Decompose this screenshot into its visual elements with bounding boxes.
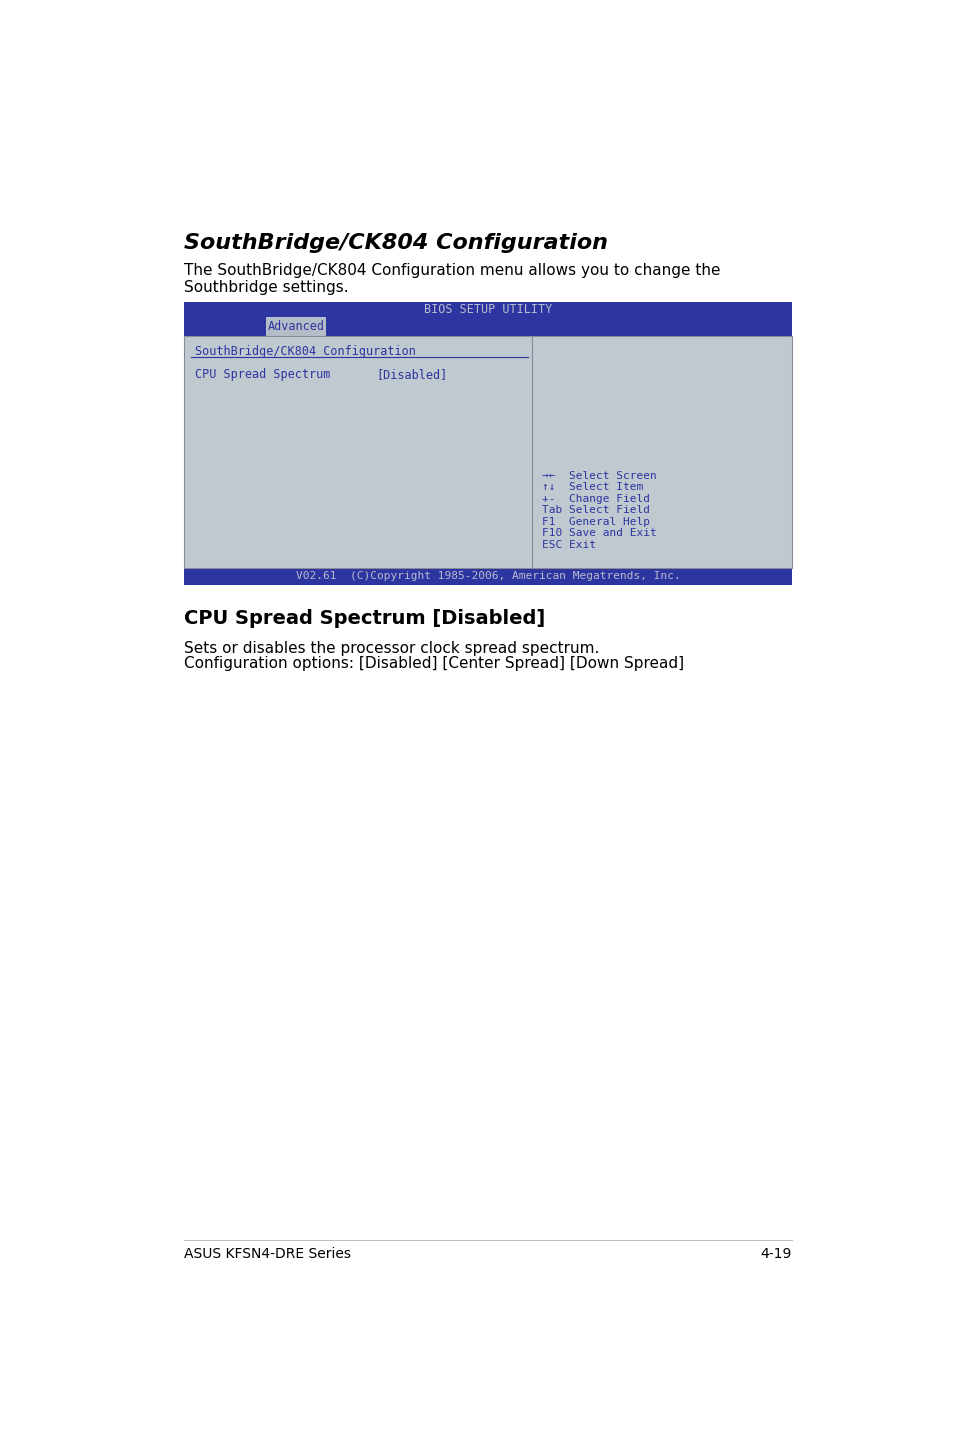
Text: SouthBridge/CK804 Configuration: SouthBridge/CK804 Configuration [195, 345, 416, 358]
Text: ESC Exit: ESC Exit [542, 539, 596, 549]
Text: F10 Save and Exit: F10 Save and Exit [542, 528, 657, 538]
Bar [184, 336, 791, 568]
Bar [184, 318, 791, 336]
Text: The SouthBridge/CK804 Configuration menu allows you to change the: The SouthBridge/CK804 Configuration menu… [184, 263, 720, 279]
Text: Sets or disables the processor clock spread spectrum.: Sets or disables the processor clock spr… [184, 641, 599, 656]
Text: CPU Spread Spectrum: CPU Spread Spectrum [195, 368, 331, 381]
Text: Tab Select Field: Tab Select Field [542, 505, 650, 515]
Text: →←  Select Screen: →← Select Screen [542, 470, 657, 480]
Text: Southbridge settings.: Southbridge settings. [184, 280, 349, 295]
Bar [266, 318, 326, 336]
Text: F1  General Help: F1 General Help [542, 516, 650, 526]
Text: BIOS SETUP UTILITY: BIOS SETUP UTILITY [423, 303, 552, 316]
Text: 4-19: 4-19 [760, 1248, 791, 1261]
Bar [184, 336, 791, 568]
Text: +-  Change Field: +- Change Field [542, 493, 650, 503]
Text: ↑↓  Select Item: ↑↓ Select Item [542, 482, 643, 492]
Text: CPU Spread Spectrum [Disabled]: CPU Spread Spectrum [Disabled] [184, 610, 545, 628]
Bar [184, 568, 791, 584]
Bar [184, 302, 791, 318]
Text: [Disabled]: [Disabled] [376, 368, 447, 381]
Text: V02.61  (C)Copyright 1985-2006, American Megatrends, Inc.: V02.61 (C)Copyright 1985-2006, American … [295, 571, 679, 581]
Text: ASUS KFSN4-DRE Series: ASUS KFSN4-DRE Series [184, 1248, 351, 1261]
Text: Advanced: Advanced [267, 321, 324, 334]
Text: SouthBridge/CK804 Configuration: SouthBridge/CK804 Configuration [184, 233, 608, 253]
Text: Configuration options: [Disabled] [Center Spread] [Down Spread]: Configuration options: [Disabled] [Cente… [184, 656, 683, 672]
